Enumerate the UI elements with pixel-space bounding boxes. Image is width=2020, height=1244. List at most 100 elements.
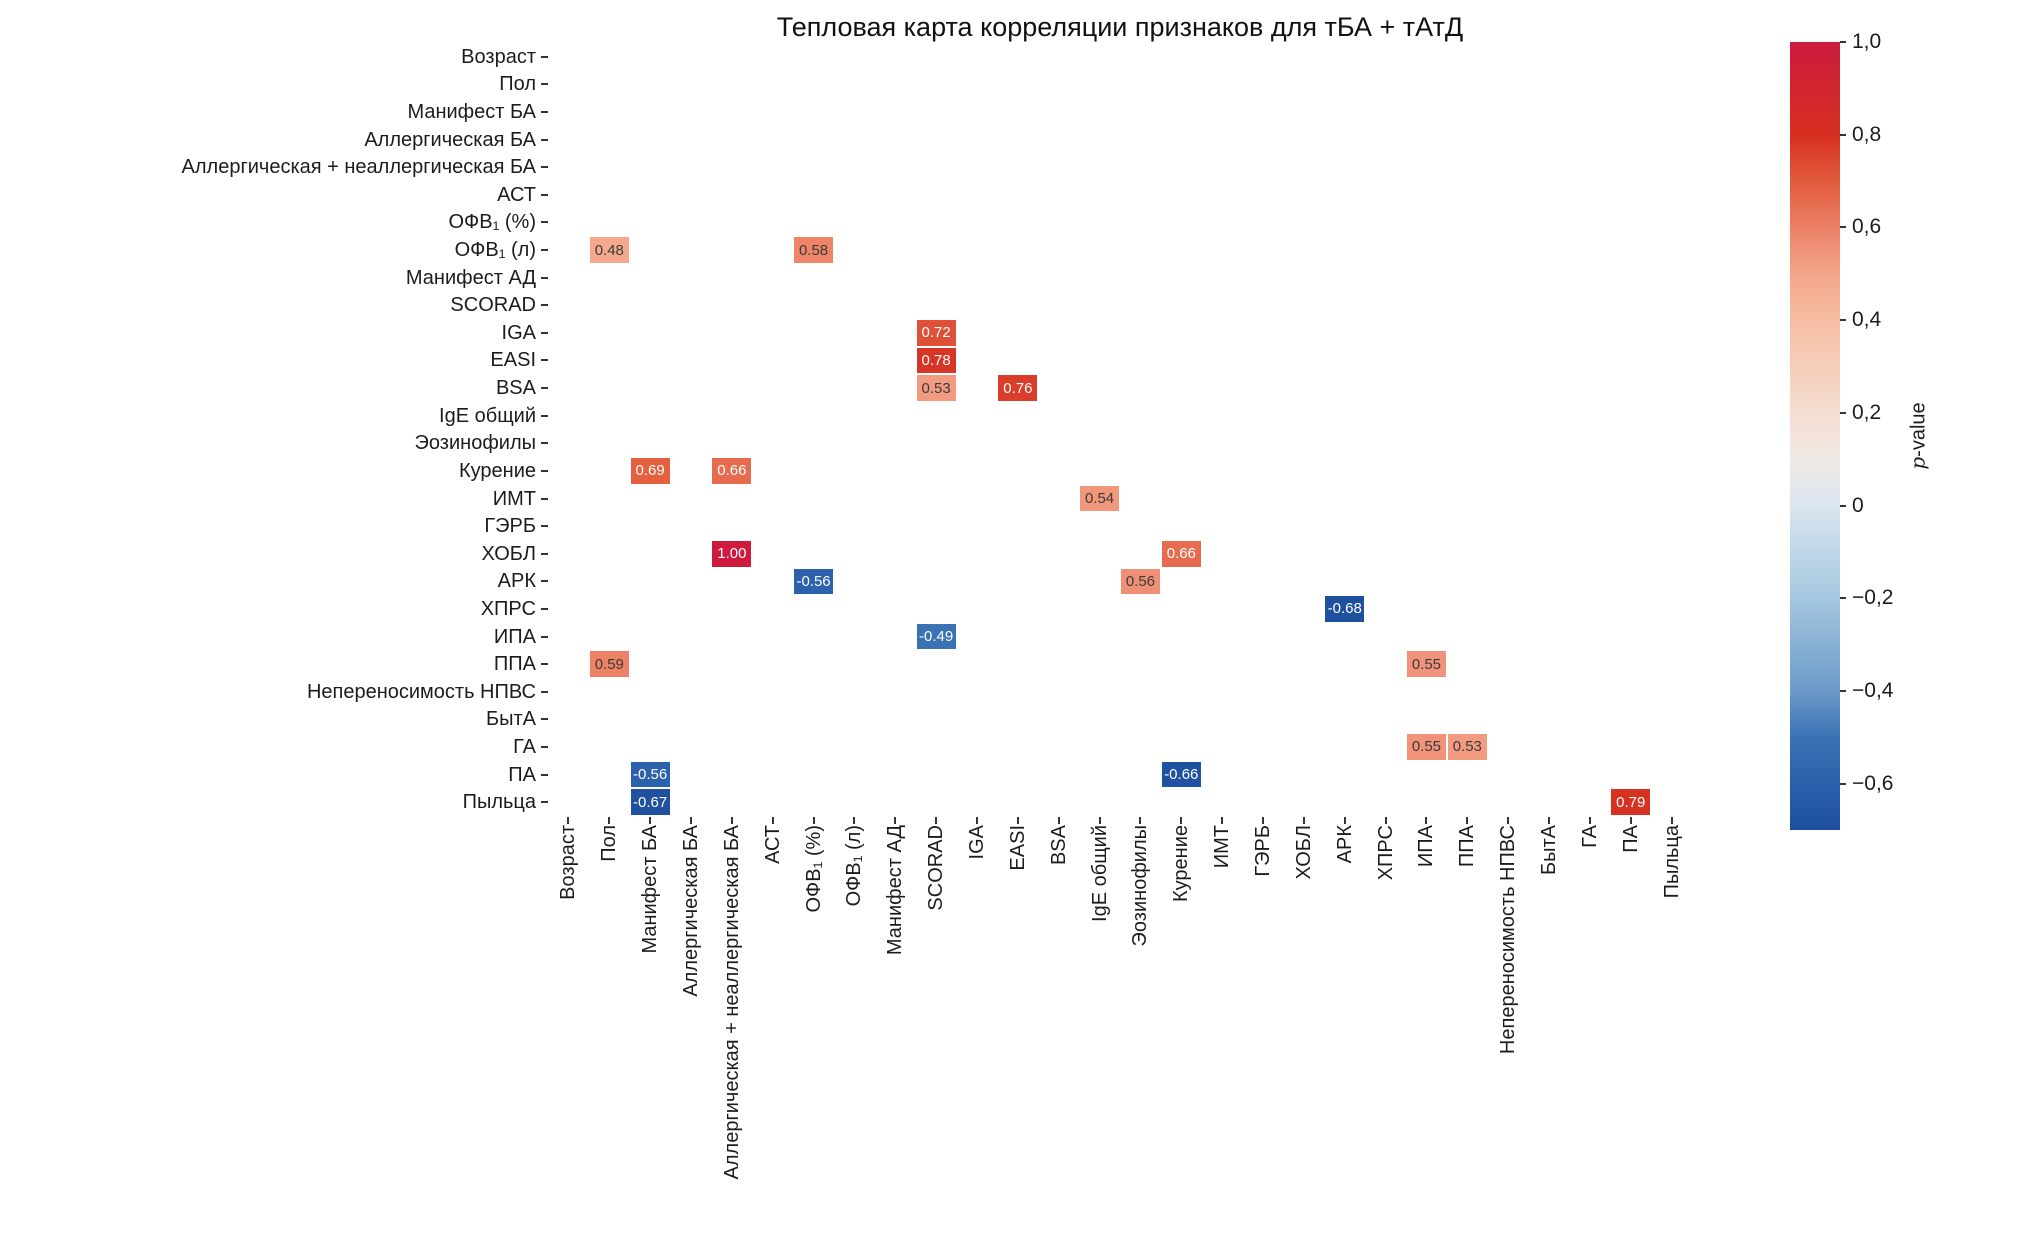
- x-tick-mark: [894, 817, 897, 824]
- colorbar-tick-mark: [1840, 782, 1846, 785]
- y-tick-label: IgE общий: [439, 404, 536, 427]
- x-tick-mark: [812, 817, 815, 824]
- heatmap-cell: 0.53: [1447, 734, 1487, 760]
- x-tick-mark: [771, 817, 774, 824]
- y-tick-label: SCORAD: [450, 294, 536, 317]
- heatmap-cell: 0.79: [1611, 789, 1651, 815]
- colorbar: [1790, 42, 1840, 830]
- y-tick-mark: [541, 773, 548, 776]
- x-tick-mark: [1384, 817, 1387, 824]
- y-tick-label: Пол: [499, 73, 536, 96]
- x-tick-mark: [690, 817, 692, 824]
- x-tick-label: Эозинофилы: [1129, 825, 1152, 947]
- heatmap-cell: -0.68: [1325, 596, 1365, 622]
- heatmap-cell: -0.66: [1161, 761, 1201, 788]
- x-tick-label: Аллергическая + неаллергическая БА: [720, 825, 743, 1180]
- x-tick-mark: [935, 817, 938, 824]
- y-tick-label: ИМТ: [492, 487, 536, 510]
- heatmap-cell: -0.56: [794, 568, 833, 595]
- x-tick-mark: [608, 817, 611, 824]
- x-tick-label: ХОБЛ: [1292, 825, 1315, 880]
- x-tick-mark: [1098, 817, 1101, 824]
- x-tick-mark: [567, 817, 570, 824]
- y-tick-mark: [541, 304, 548, 307]
- colorbar-tick-label: 1,0: [1852, 30, 1882, 53]
- x-tick-label: Непереносимость НПВС: [1497, 825, 1520, 1055]
- x-tick-label: IgE общий: [1088, 825, 1111, 922]
- y-tick-label: Манифест БА: [407, 101, 536, 124]
- x-tick-mark: [1016, 817, 1019, 824]
- y-tick-label: ИПА: [493, 625, 536, 648]
- y-tick-mark: [541, 525, 548, 528]
- colorbar-tick-mark: [1840, 411, 1846, 414]
- x-tick-mark: [1629, 817, 1632, 824]
- y-tick-mark: [541, 331, 548, 334]
- x-tick-label: Пол: [598, 825, 621, 862]
- y-tick-mark: [541, 469, 548, 472]
- y-tick-label: ХОБЛ: [481, 542, 536, 565]
- y-tick-mark: [541, 83, 548, 86]
- y-tick-mark: [541, 193, 548, 196]
- x-tick-label: Аллергическая БА: [680, 825, 702, 997]
- heatmap-cell: -0.56: [630, 761, 670, 788]
- x-tick-mark: [1466, 817, 1469, 824]
- heatmap-cell: 0.78: [916, 347, 956, 374]
- x-tick-label: ОФВ₁ (%): [802, 825, 825, 913]
- colorbar-tick-label: 0: [1852, 493, 1864, 517]
- x-tick-label: БытА: [1538, 825, 1560, 875]
- x-tick-mark: [853, 817, 856, 824]
- y-tick-mark: [541, 221, 548, 224]
- heatmap-cell: 0.54: [1080, 485, 1119, 512]
- x-tick-label: Манифест АД: [884, 825, 907, 956]
- y-tick-mark: [541, 690, 548, 693]
- y-tick-label: Аллергическая БА: [364, 128, 536, 151]
- heatmap-cell: 0.55: [1407, 651, 1446, 677]
- y-tick-label: ПА: [508, 763, 536, 786]
- y-tick-mark: [541, 249, 548, 252]
- y-tick-mark: [541, 166, 548, 169]
- colorbar-tick-mark: [1840, 319, 1846, 322]
- x-tick-label: EASI: [1006, 825, 1029, 871]
- y-tick-mark: [541, 635, 548, 638]
- y-tick-mark: [541, 55, 548, 58]
- y-tick-label: Возраст: [461, 45, 536, 68]
- x-tick-mark: [1588, 817, 1591, 824]
- colorbar-tick-mark: [1840, 226, 1846, 229]
- y-tick-mark: [541, 607, 548, 610]
- y-tick-mark: [541, 276, 548, 279]
- y-tick-mark: [541, 745, 548, 748]
- y-tick-label: BSA: [495, 377, 536, 400]
- y-tick-label: ОФВ₁ (л): [454, 239, 536, 262]
- colorbar-tick-label: 0,2: [1852, 400, 1882, 424]
- y-tick-label: ОФВ₁ (%): [448, 211, 536, 234]
- y-tick-mark: [541, 552, 548, 555]
- y-tick-label: АСТ: [497, 183, 536, 206]
- x-tick-label: SCORAD: [925, 825, 948, 911]
- x-tick-label: Возраст: [557, 825, 580, 900]
- y-tick-label: ГЭРБ: [484, 515, 536, 538]
- colorbar-tick-mark: [1840, 41, 1846, 43]
- y-tick-label: Непереносимость НПВС: [306, 680, 536, 703]
- y-tick-mark: [541, 111, 548, 114]
- colorbar-label: p-value: [1906, 402, 1931, 469]
- y-tick-label: Пыльца: [462, 791, 536, 814]
- colorbar-tick-mark: [1840, 597, 1846, 600]
- y-tick-label: ГА: [513, 735, 536, 758]
- heatmap-cell: 0.56: [1121, 568, 1160, 595]
- x-tick-label: Курение: [1170, 825, 1193, 903]
- x-tick-mark: [1262, 817, 1264, 824]
- y-tick-label: Манифест АД: [405, 266, 536, 289]
- x-tick-mark: [1548, 817, 1550, 824]
- colorbar-tick-label: −0,6: [1852, 771, 1894, 795]
- heatmap-cell: 0.72: [916, 320, 956, 346]
- chart-title: Тепловая карта корреляции признаков для …: [776, 12, 1464, 42]
- y-tick-label: ХПРС: [480, 597, 536, 620]
- colorbar-tick-mark: [1840, 689, 1846, 692]
- colorbar-tick-mark: [1840, 504, 1846, 507]
- x-tick-mark: [976, 817, 978, 824]
- colorbar-label-italic-p: p: [1905, 456, 1930, 470]
- heatmap-cell: -0.67: [630, 789, 670, 815]
- x-tick-mark: [1670, 817, 1673, 824]
- x-tick-label: Манифест БА: [639, 825, 662, 954]
